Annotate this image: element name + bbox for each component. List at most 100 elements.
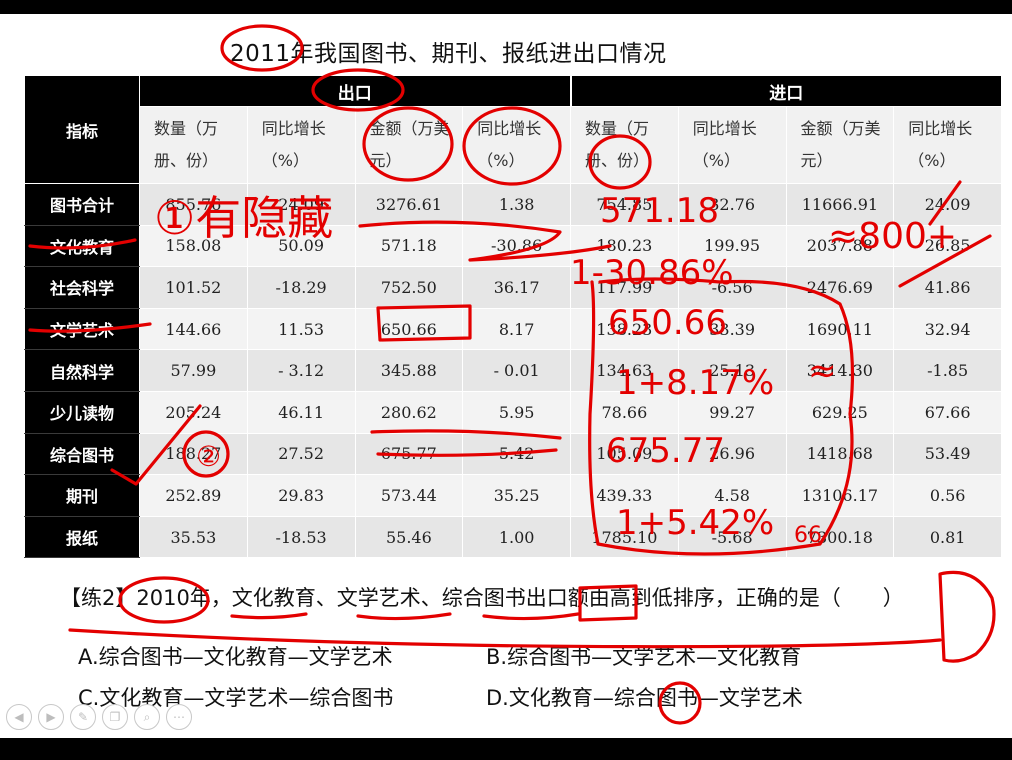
row-label: 文学艺术 bbox=[24, 308, 140, 351]
table-row: 报纸 35.53 -18.53 55.46 1.00 1785.10 -5.68 7300.1… bbox=[24, 516, 1002, 559]
table-cell: 11.53 bbox=[246, 308, 356, 351]
table-cell: 53.49 bbox=[893, 433, 1002, 476]
table-cell: - 3.12 bbox=[246, 349, 356, 392]
table-cell: 50.09 bbox=[246, 225, 356, 268]
table-cell: 5.42 bbox=[462, 433, 571, 476]
table-cell: - 0.01 bbox=[462, 349, 571, 392]
data-table: 指标 出口 进口 数量（万册、份） 同比增长（%） 金额（万美元） 同比增长（%） 数量… bbox=[24, 76, 1002, 559]
table-cell: 180.23 bbox=[570, 225, 679, 268]
table-cell: 439.33 bbox=[570, 474, 679, 517]
row-label: 少儿读物 bbox=[24, 391, 140, 434]
table-cell: 629.25 bbox=[785, 391, 895, 434]
table-cell: 117.99 bbox=[570, 266, 679, 309]
table-cell: 675.77 bbox=[354, 433, 464, 476]
table-cell: 571.18 bbox=[354, 225, 464, 268]
column-header-row: 数量（万册、份） 同比增长（%） 金额（万美元） 同比增长（%） 数量（万册、份） 同比增… bbox=[25, 106, 1002, 184]
table-cell: 1418.68 bbox=[785, 433, 895, 476]
table-cell: 650.66 bbox=[354, 308, 464, 351]
table-row: 期刊 252.89 29.83 573.44 35.25 439.33 4.58 13106.… bbox=[24, 474, 1002, 517]
table-cell: 158.08 bbox=[139, 225, 248, 268]
table-cell: 26.85 bbox=[893, 225, 1002, 268]
ink-paren bbox=[938, 570, 996, 663]
table-row: 综合图书 188.27 27.52 675.77 5.42 105.09 26.96 1418… bbox=[24, 433, 1002, 476]
row-label: 自然科学 bbox=[24, 349, 140, 392]
table-cell: 55.46 bbox=[354, 516, 464, 559]
option-a[interactable]: A.综合图书—文化教育—文学艺术 bbox=[78, 645, 393, 669]
table-cell: 5.95 bbox=[462, 391, 571, 434]
table-cell: 35.53 bbox=[139, 516, 248, 559]
column-header: 同比增长（%） bbox=[893, 106, 1002, 184]
copy-icon[interactable]: ❐ bbox=[102, 704, 128, 730]
table-cell: -5.68 bbox=[677, 516, 787, 559]
table-row: 自然科学 57.99- 3.12 345.88- 0.01 134.63 25.13 34… bbox=[24, 349, 1002, 392]
table-row: 文学艺术 144.66 11.53 650.66 8.17 138.23 33.39 1690… bbox=[24, 308, 1002, 351]
option-c[interactable]: C.文化教育—文学艺术—综合图书 bbox=[78, 686, 394, 710]
table-cell: 11666.91 bbox=[785, 183, 895, 226]
table-row: 少儿读物 205.24 46.11 280.62 5.95 78.66 99.27 629.2… bbox=[24, 391, 1002, 434]
question-text: 【练2】2010年，文化教育、文学艺术、综合图书出口额由高到低排序，正确的是（ … bbox=[60, 586, 904, 610]
next-icon[interactable]: ▶ bbox=[38, 704, 64, 730]
row-label: 文化教育 bbox=[24, 225, 140, 268]
option-d[interactable]: D.文化教育—综合图书—文学艺术 bbox=[486, 686, 803, 710]
table-row: 社会科学 101.52 -18.29 752.50 36.17 117.99 -6.56 24… bbox=[24, 266, 1002, 309]
table-cell: 138.23 bbox=[570, 308, 679, 351]
table-cell: 188.27 bbox=[139, 433, 248, 476]
ink-underline-q3 bbox=[482, 612, 580, 621]
table-cell: 33.39 bbox=[677, 308, 787, 351]
ink-underline-q2 bbox=[356, 612, 452, 621]
option-b[interactable]: B.综合图书—文学艺术—文化教育 bbox=[486, 645, 802, 669]
table-cell: 280.62 bbox=[354, 391, 464, 434]
table-cell: 144.66 bbox=[139, 308, 248, 351]
table-cell: 4.58 bbox=[677, 474, 787, 517]
table-cell: 2476.69 bbox=[785, 266, 895, 309]
column-header: 数量（万册、份） bbox=[139, 106, 248, 184]
table-cell: 46.11 bbox=[246, 391, 356, 434]
table-cell: 0.81 bbox=[893, 516, 1002, 559]
table-cell: -18.53 bbox=[246, 516, 356, 559]
indicator-header: 指标 bbox=[24, 76, 140, 184]
table-cell: 205.24 bbox=[139, 391, 248, 434]
table-cell: 7300.18 bbox=[785, 516, 895, 559]
table-cell: 41.86 bbox=[893, 266, 1002, 309]
row-label: 图书合计 bbox=[24, 183, 140, 226]
slide: 2011年我国图书、期刊、报纸进出口情况 指标 出口 进口 数量（万册、份） 同比… bbox=[0, 14, 1012, 738]
column-header: 金额（万美元） bbox=[785, 106, 895, 184]
table-cell: -6.56 bbox=[677, 266, 787, 309]
table-row: 图书合计 855.76 24.09 3276.61 1.38 754.85 32.76 116… bbox=[24, 183, 1002, 226]
table-cell: 3276.61 bbox=[354, 183, 464, 226]
table-cell: 2037.88 bbox=[785, 225, 895, 268]
more-icon[interactable]: ⋯ bbox=[166, 704, 192, 730]
prev-icon[interactable]: ◀ bbox=[6, 704, 32, 730]
zoom-icon[interactable]: ⌕ bbox=[134, 704, 160, 730]
table-cell: 101.52 bbox=[139, 266, 248, 309]
column-header: 同比增长（%） bbox=[677, 106, 787, 184]
table-cell: 32.94 bbox=[893, 308, 1002, 351]
table-cell: 99.27 bbox=[677, 391, 787, 434]
table-cell: 36.17 bbox=[462, 266, 571, 309]
row-label: 期刊 bbox=[24, 474, 140, 517]
table-cell: 573.44 bbox=[354, 474, 464, 517]
table-cell: 134.63 bbox=[570, 349, 679, 392]
table-cell: 1690.11 bbox=[785, 308, 895, 351]
column-header: 同比增长（%） bbox=[462, 106, 571, 184]
column-header: 同比增长（%） bbox=[246, 106, 356, 184]
table-cell: 752.50 bbox=[354, 266, 464, 309]
table-cell: 855.76 bbox=[139, 183, 248, 226]
table-cell: 32.76 bbox=[677, 183, 787, 226]
table-cell: 345.88 bbox=[354, 349, 464, 392]
table-cell: 13106.17 bbox=[785, 474, 895, 517]
column-header: 数量（万册、份） bbox=[570, 106, 679, 184]
column-header: 金额（万美元） bbox=[354, 106, 464, 184]
table-cell: 199.95 bbox=[677, 225, 787, 268]
table-cell: 0.56 bbox=[893, 474, 1002, 517]
group-import: 进口 bbox=[569, 76, 1002, 107]
table-cell: 24.09 bbox=[893, 183, 1002, 226]
table-cell: 29.83 bbox=[246, 474, 356, 517]
pen-icon[interactable]: ✎ bbox=[70, 704, 96, 730]
page-title: 2011年我国图书、期刊、报纸进出口情况 bbox=[230, 41, 667, 67]
table-cell: 26.96 bbox=[677, 433, 787, 476]
table-cell: 8.17 bbox=[462, 308, 571, 351]
table-cell: 105.09 bbox=[570, 433, 679, 476]
table-cell: 35.25 bbox=[462, 474, 571, 517]
table-cell: 1.00 bbox=[462, 516, 571, 559]
